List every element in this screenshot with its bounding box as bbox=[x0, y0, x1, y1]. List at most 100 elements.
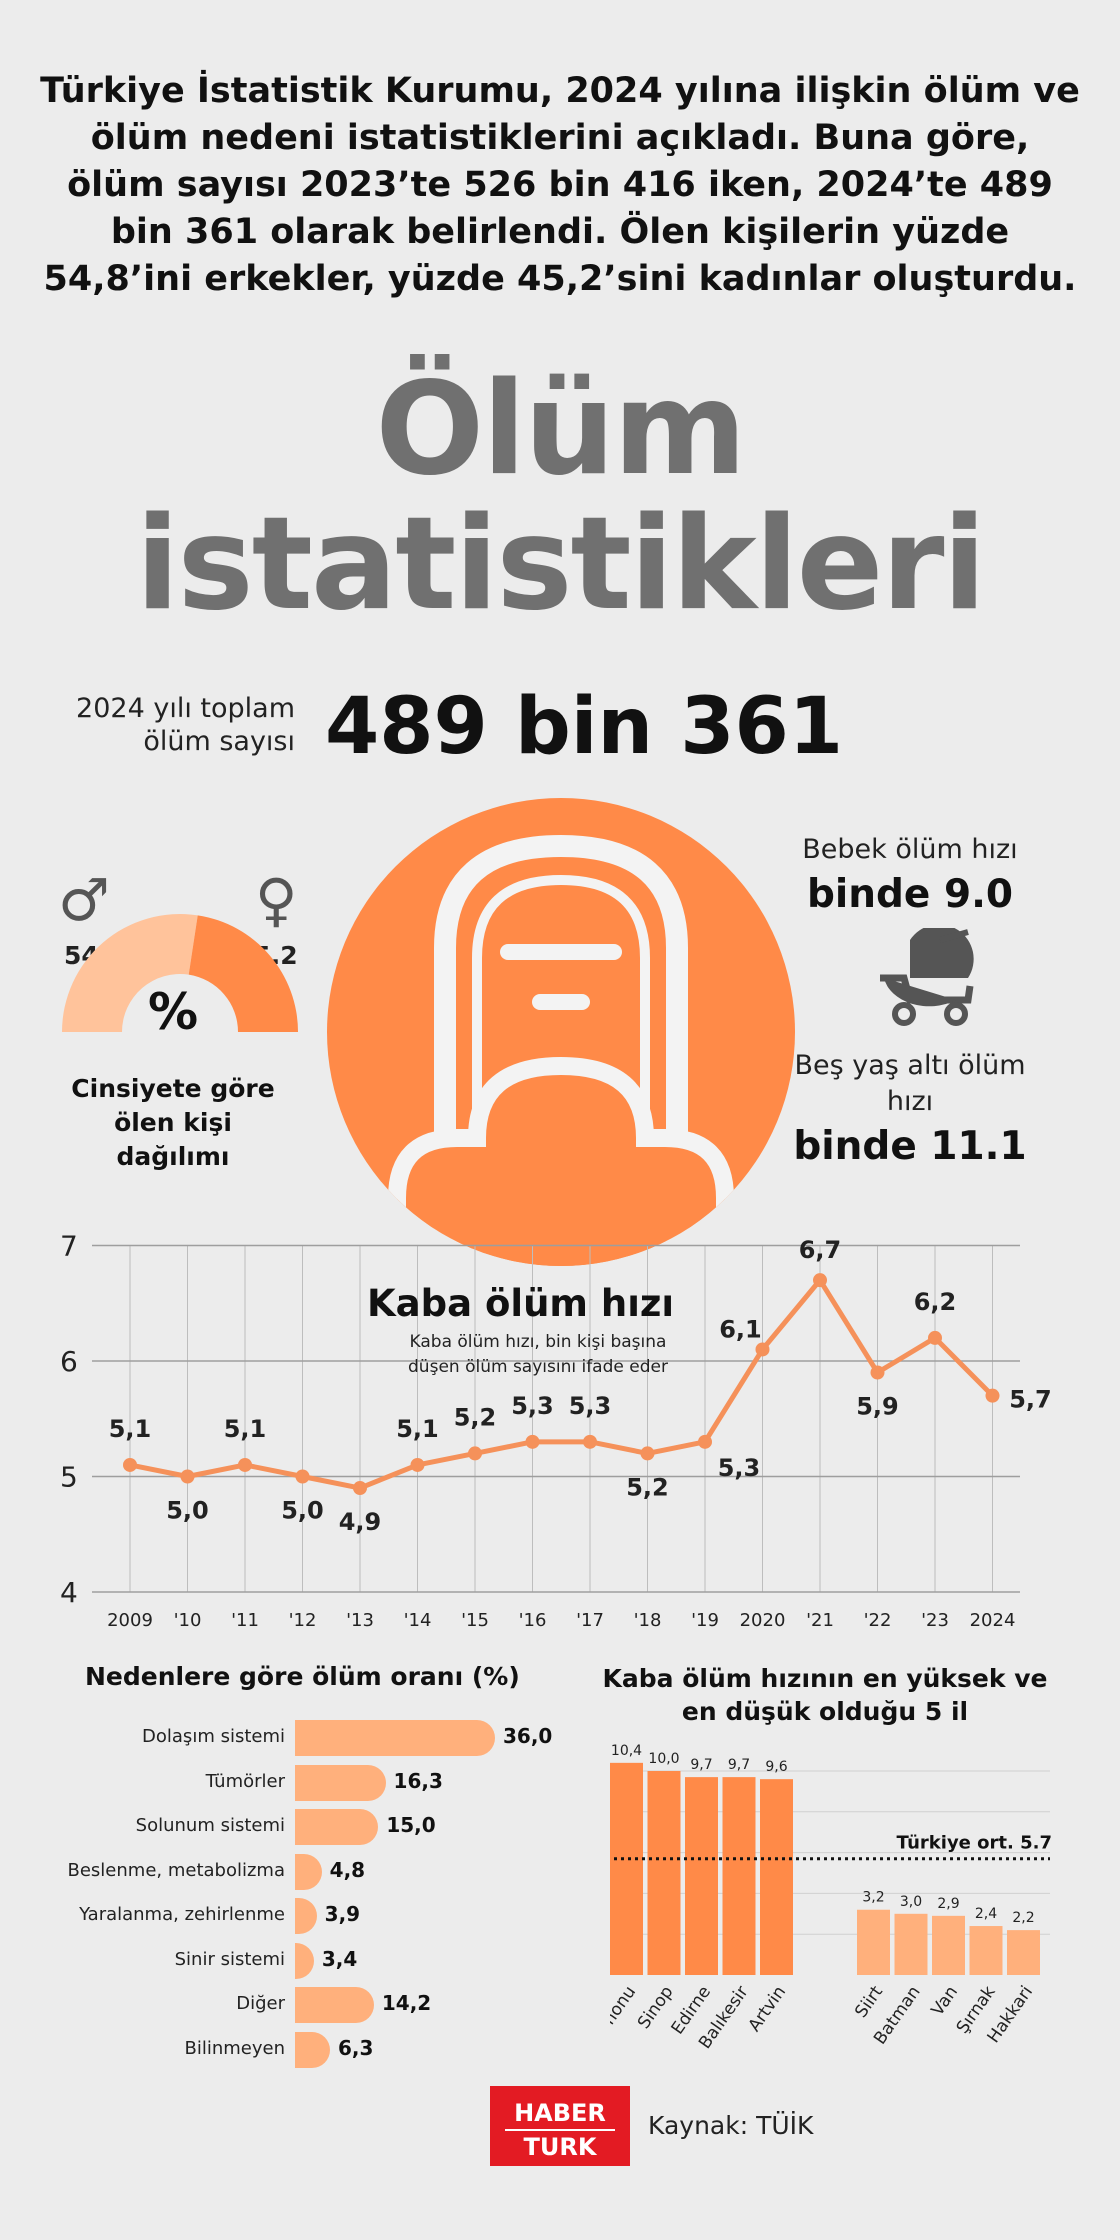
line-chart-subtitle: Kaba ölüm hızı, bin kişi başına düşen öl… bbox=[408, 1332, 668, 1377]
cause-value: 3,4 bbox=[321, 1946, 358, 1971]
x-tick-label: '21 bbox=[806, 1610, 834, 1631]
province-label: Kastamonu bbox=[610, 1982, 640, 2065]
tombstone-icon bbox=[388, 834, 734, 1266]
cause-value: 4,8 bbox=[329, 1857, 366, 1882]
x-tick-label: '11 bbox=[231, 1610, 259, 1631]
province-value: 3,0 bbox=[900, 1894, 922, 1910]
data-label: 5,9 bbox=[856, 1393, 899, 1421]
province-value: 3,2 bbox=[862, 1890, 884, 1906]
cause-label: Bilinmeyen bbox=[184, 2037, 285, 2059]
cause-row: Dolaşım sistemi 36,0 bbox=[0, 1718, 600, 1762]
line-chart-title: Kaba ölüm hızı bbox=[367, 1282, 675, 1325]
data-point bbox=[583, 1434, 597, 1449]
intro-paragraph: Türkiye İstatistik Kurumu, 2024 yılına i… bbox=[40, 71, 1080, 299]
gender-caption: Cinsiyete göre ölen kişi dağılımı bbox=[71, 1074, 275, 1171]
cause-row: Diğer 14,2 bbox=[0, 1985, 600, 2029]
cause-bar bbox=[295, 1942, 314, 1979]
y-tick-label: 4 bbox=[60, 1576, 78, 1609]
data-point bbox=[813, 1273, 827, 1288]
provinces-chart: 10,4Kastamonu10,0Sinop9,7Edirne9,7Balıke… bbox=[610, 1743, 1052, 2065]
cause-bar bbox=[295, 1809, 379, 1845]
cause-bar bbox=[295, 1898, 317, 1934]
cause-bar bbox=[295, 1720, 495, 1756]
data-label: 5,0 bbox=[281, 1497, 324, 1525]
cause-value: 15,0 bbox=[386, 1813, 436, 1837]
source-text: Kaynak: TÜİK bbox=[648, 2111, 814, 2140]
cause-bar bbox=[295, 2031, 330, 2068]
data-label: 5,3 bbox=[511, 1392, 554, 1420]
x-tick-label: '14 bbox=[404, 1610, 432, 1631]
province-value: 2,2 bbox=[1012, 1910, 1034, 1926]
data-label: 5,1 bbox=[224, 1415, 267, 1443]
x-tick-label: '19 bbox=[691, 1610, 719, 1631]
logo-text-bottom: TURK bbox=[523, 2133, 597, 2161]
cause-value: 36,0 bbox=[503, 1724, 553, 1748]
y-tick-label: 5 bbox=[60, 1461, 78, 1494]
data-point bbox=[985, 1388, 1000, 1403]
province-value: 9,7 bbox=[690, 1757, 712, 1773]
cause-bar bbox=[295, 1853, 322, 1890]
data-point bbox=[295, 1469, 310, 1484]
province-label: Artvin bbox=[745, 1982, 791, 2035]
haberturk-logo: HABER TURK bbox=[490, 2086, 630, 2166]
series-line bbox=[129, 1277, 995, 1491]
cause-row: Bilinmeyen 6,3 bbox=[0, 2030, 600, 2074]
cause-row: Tümörler 16,3 bbox=[0, 1763, 600, 1807]
tombstone-circle bbox=[327, 798, 795, 1266]
province-label: Siirt bbox=[851, 1982, 887, 2022]
female-icon: ♀ bbox=[255, 866, 298, 934]
male-icon: ♂ bbox=[58, 866, 110, 934]
data-label: 4,9 bbox=[339, 1508, 382, 1536]
data-label: 5,3 bbox=[569, 1392, 612, 1420]
province-bar bbox=[932, 1915, 965, 1975]
gauge-male-segment bbox=[62, 914, 198, 1032]
cause-bar bbox=[295, 1987, 374, 2023]
data-point bbox=[238, 1457, 252, 1472]
x-tick-label: '16 bbox=[519, 1610, 547, 1631]
cause-label: Solunum sistemi bbox=[135, 1815, 285, 1836]
cause-label: Beslenme, metabolizma bbox=[67, 1859, 286, 1881]
cause-value: 14,2 bbox=[381, 1991, 432, 2015]
x-tick-label: '15 bbox=[461, 1610, 489, 1631]
x-tick-label: '17 bbox=[576, 1610, 604, 1631]
x-tick-label: 2009 bbox=[107, 1610, 153, 1631]
province-value: 10,4 bbox=[611, 1743, 642, 1759]
x-tick-label: '23 bbox=[921, 1610, 949, 1631]
cause-value: 3,9 bbox=[324, 1902, 361, 1926]
cause-label: Yaralanma, zehirlenme bbox=[79, 1904, 285, 1925]
province-bar bbox=[610, 1762, 643, 1975]
cause-bar bbox=[295, 1764, 386, 1801]
x-tick-label: 2020 bbox=[740, 1610, 786, 1631]
x-tick-label: 2024 bbox=[970, 1610, 1016, 1631]
logo-text-top: HABER bbox=[514, 2099, 606, 2127]
province-bar bbox=[722, 1777, 756, 1975]
data-label: 5,3 bbox=[718, 1454, 761, 1482]
infant-mortality-label: Bebek ölüm hızı bbox=[802, 834, 1018, 865]
total-deaths-label: 2024 yılı toplam ölüm sayısı bbox=[76, 693, 295, 757]
data-point bbox=[870, 1365, 885, 1380]
data-point bbox=[525, 1434, 540, 1449]
infant-mortality-value: binde 9.0 bbox=[806, 872, 1014, 917]
data-label: 5,1 bbox=[396, 1415, 439, 1443]
percent-sign: % bbox=[148, 983, 199, 1041]
data-point bbox=[755, 1342, 770, 1357]
province-value: 2,9 bbox=[937, 1896, 959, 1912]
province-bar bbox=[969, 1926, 1003, 1975]
gender-gauge bbox=[62, 914, 298, 1032]
data-label: 5,0 bbox=[166, 1497, 209, 1525]
province-bar bbox=[760, 1779, 793, 1975]
y-tick-label: 7 bbox=[60, 1230, 78, 1263]
province-bar bbox=[1007, 1930, 1040, 1975]
data-label: 5,7 bbox=[1009, 1386, 1052, 1414]
cause-row: Solunum sistemi 15,0 bbox=[0, 1807, 600, 1851]
under5-mortality-value: binde 11.1 bbox=[793, 1124, 1027, 1169]
data-point bbox=[640, 1446, 655, 1461]
cause-label: Dolaşım sistemi bbox=[142, 1726, 285, 1747]
cause-row: Sinir sistemi 3,4 bbox=[0, 1941, 600, 1985]
x-tick-label: '12 bbox=[289, 1610, 317, 1631]
cause-value: 16,3 bbox=[393, 1768, 443, 1793]
x-tick-label: '10 bbox=[174, 1610, 202, 1631]
cause-label: Sinir sistemi bbox=[174, 1948, 285, 1970]
data-point bbox=[353, 1481, 367, 1496]
data-label: 5,2 bbox=[626, 1473, 669, 1501]
